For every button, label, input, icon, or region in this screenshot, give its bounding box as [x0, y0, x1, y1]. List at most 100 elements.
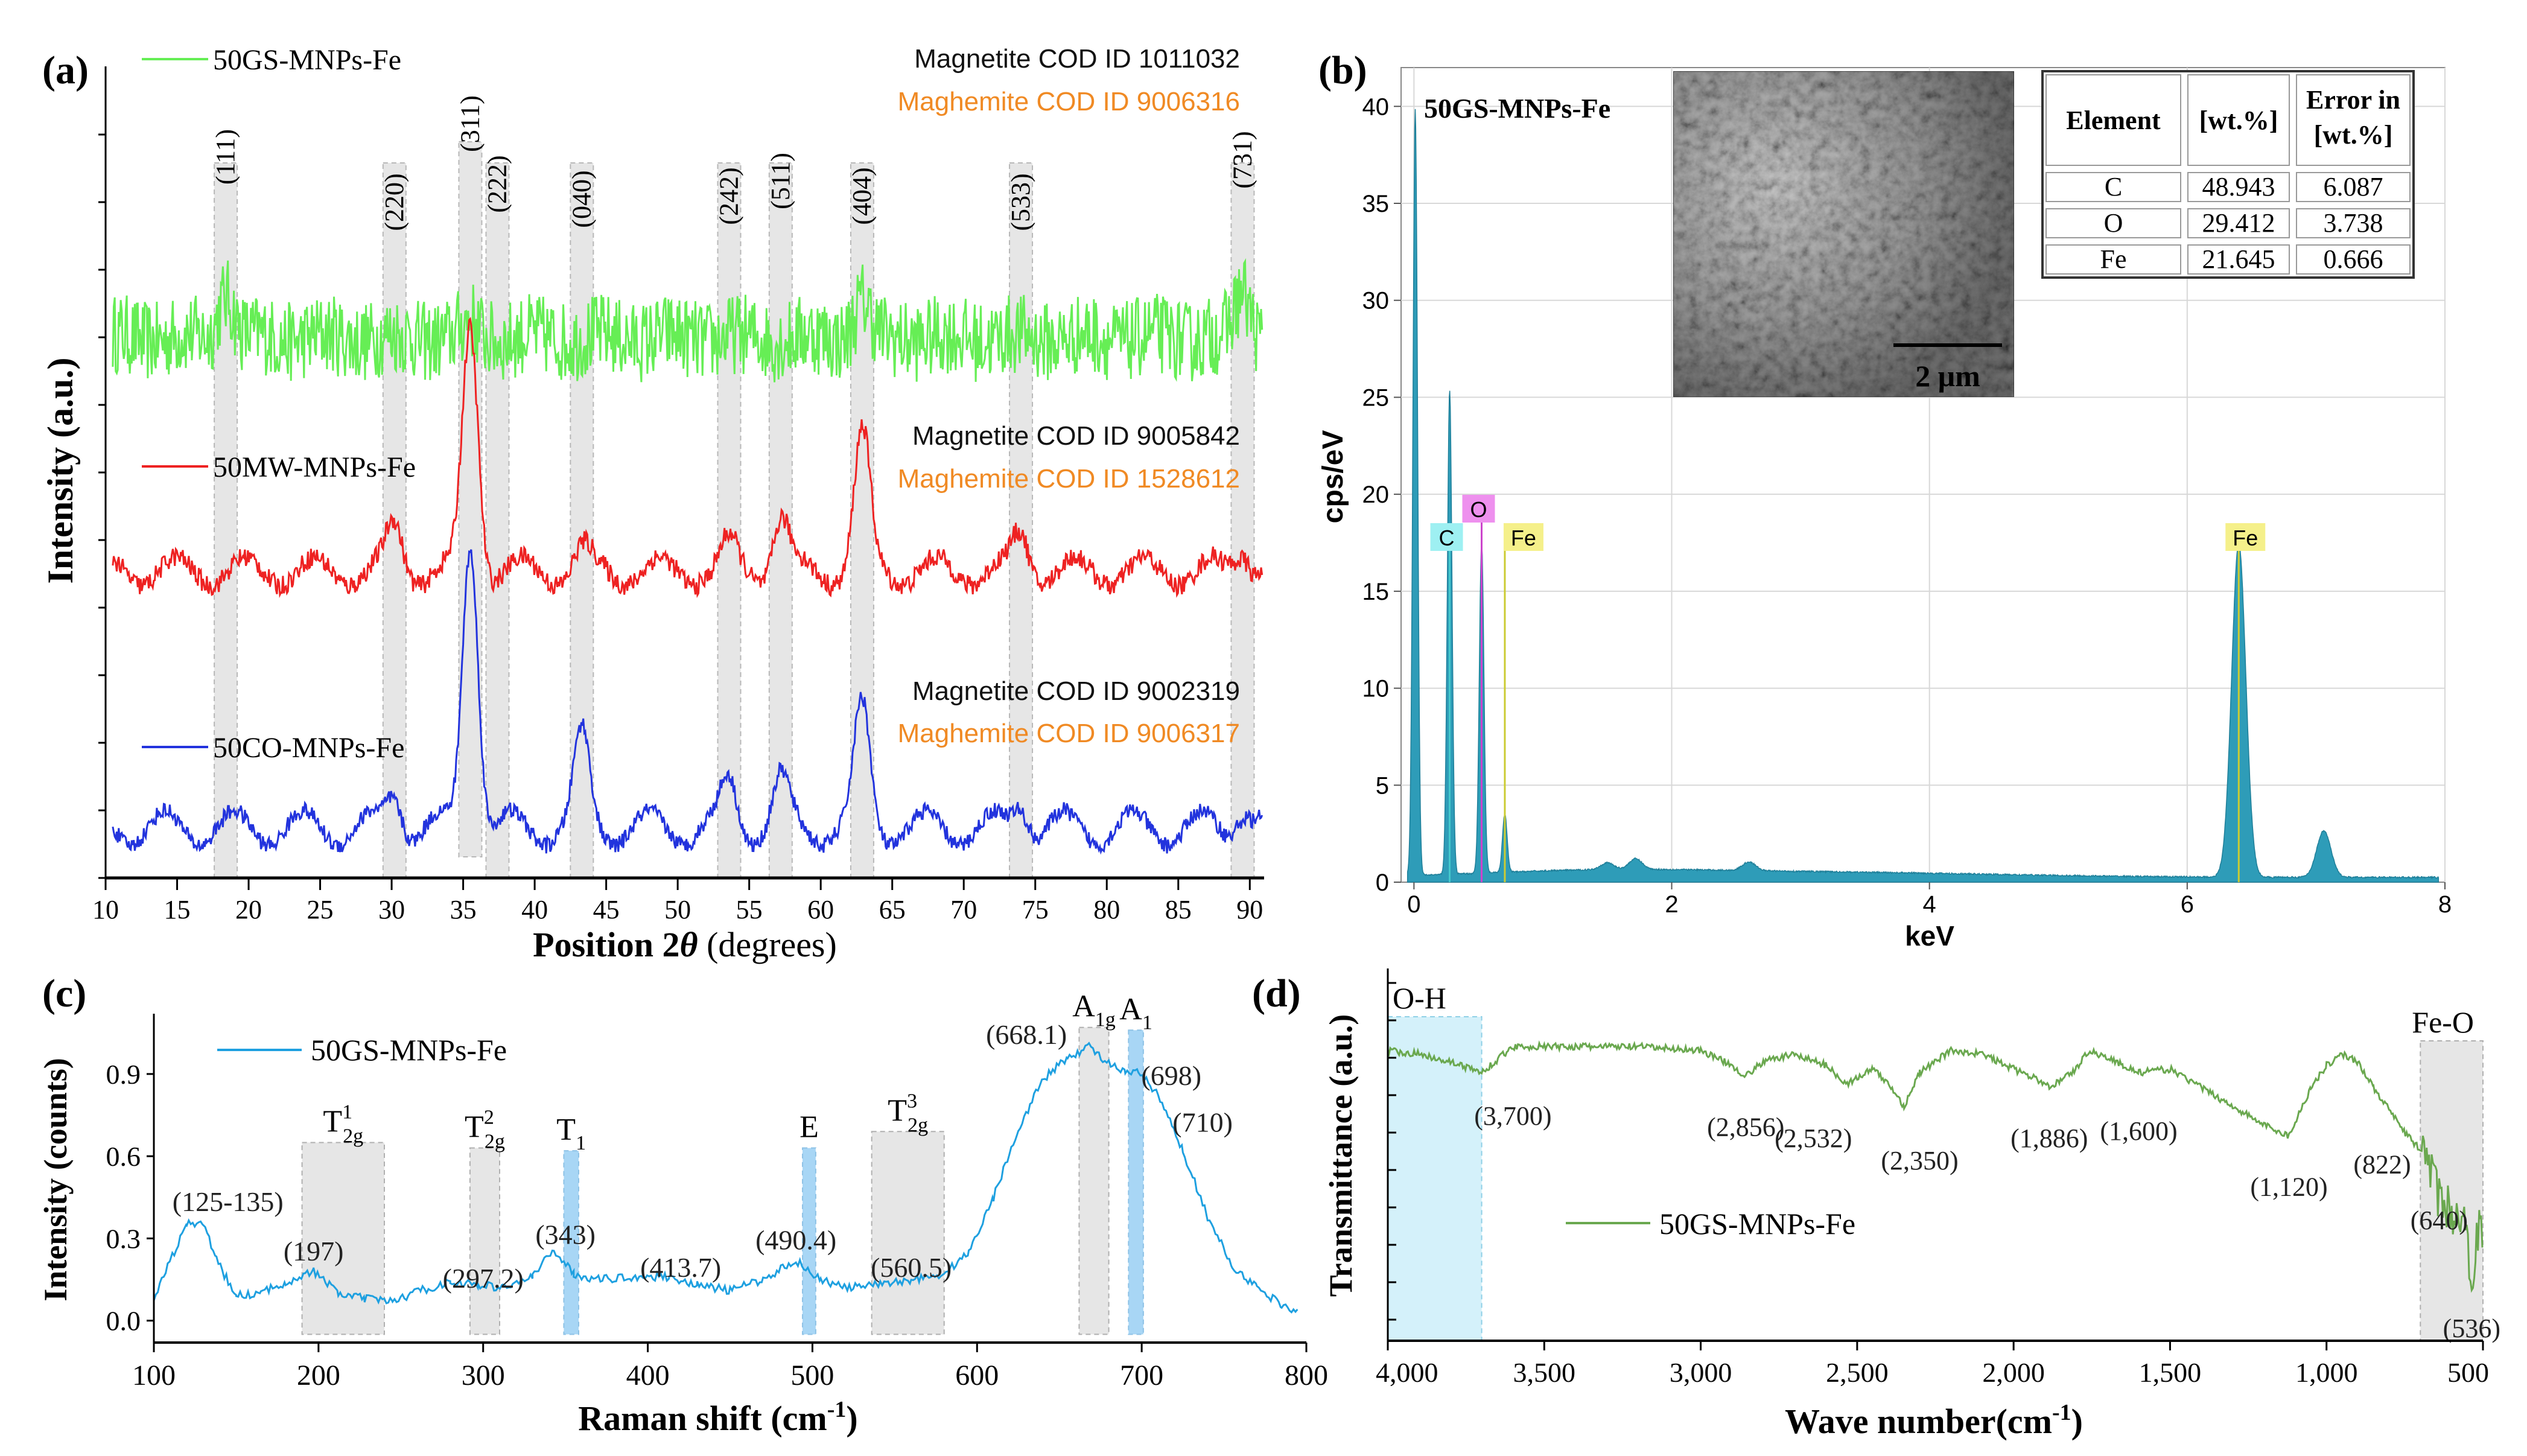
xrd-maghemite-ref: Maghemite COD ID 1528612 — [898, 464, 1240, 494]
ftir-annotation: (1,120) — [2250, 1172, 2327, 1201]
xrd-legends: 50GS-MNPs-Fe Magnetite COD ID 1011032 Magh… — [142, 44, 1240, 764]
element-table: Element [wt.%] Error in [wt.%] C 48.943 6.087 O… — [2041, 70, 2415, 279]
xrd-x-tick-label: 65 — [879, 895, 906, 924]
edx-y-tick-label: 10 — [1362, 676, 1390, 702]
panel-label-d: (d) — [1252, 971, 1301, 1016]
raman-x-tick-label: 100 — [132, 1359, 176, 1391]
xrd-peak-band — [1230, 162, 1255, 879]
element-table-value: 0.666 — [2324, 244, 2383, 274]
raman-band — [802, 1147, 816, 1335]
raman-annotation: (297.2) — [443, 1263, 524, 1294]
edx-y-tick-label: 0 — [1376, 869, 1389, 896]
edx-x-ticks: 0 2 4 6 8 — [1407, 882, 2452, 918]
element-table-value: 29.412 — [2202, 208, 2275, 238]
edx-peak-markers: CO Fe Fe — [1430, 495, 2266, 882]
xrd-x-tick-label: 10 — [92, 895, 119, 924]
raman-bands: T1 2g T2 2g T1 E T3 2g A1g A1 — [301, 990, 1152, 1335]
xrd-peak-label: (111) — [211, 129, 240, 185]
element-table-frame — [2041, 70, 2415, 279]
raman-annotation: (197) — [284, 1236, 344, 1267]
xrd-x-tick-label: 85 — [1165, 895, 1192, 924]
edx-x-tick-label: 8 — [2438, 891, 2452, 918]
xrd-series-line — [112, 258, 1264, 383]
ftir-annotation: (2,856) — [1707, 1113, 1784, 1142]
xrd-x-tick-label: 20 — [235, 895, 262, 924]
xrd-series — [112, 258, 1264, 855]
ftir-y-axis-title: Transmittance (a.u.) — [1323, 1014, 1359, 1297]
element-table-header: Element — [2066, 106, 2161, 135]
xrd-legend-label: 50GS-MNPs-Fe — [213, 44, 401, 76]
raman-y-ticks: 0.0 0.3 0.6 0.9 — [106, 1059, 154, 1337]
edx-x-tick-label: 4 — [1923, 891, 1936, 918]
raman-y-tick-label: 0.0 — [106, 1306, 141, 1337]
edx-peak-tag — [1503, 523, 1543, 551]
raman-annotation: (490.4) — [755, 1225, 836, 1256]
xrd-peak-label: (404) — [847, 167, 877, 224]
ftir-y-ticks — [1388, 982, 1396, 1321]
xrd-y-ticks — [98, 133, 106, 879]
element-table-cell — [2296, 74, 2411, 166]
ftir-annotation: (3,700) — [1474, 1101, 1551, 1131]
element-table-value: C — [2105, 172, 2122, 202]
xrd-peak-label: (040) — [567, 170, 596, 227]
ftir-legend-label: 50GS-MNPs-Fe — [1659, 1207, 1855, 1241]
ftir-region-label: O-H — [1393, 981, 1446, 1015]
element-table-value: 48.943 — [2202, 172, 2275, 202]
edx-peak-label: O — [1470, 497, 1487, 522]
edx-y-tick-label: 15 — [1362, 579, 1390, 605]
edx-peak-tag — [1462, 495, 1495, 523]
raman-annotation: (560.5) — [871, 1252, 952, 1283]
ftir-annotation: (536) — [2443, 1314, 2500, 1343]
element-table-cell — [2296, 208, 2411, 238]
ftir-spectrum — [1387, 1040, 2484, 1293]
ftir-x-tick-label: 500 — [2447, 1357, 2489, 1388]
ftir-x-tick-label: 2,000 — [1982, 1357, 2045, 1388]
raman-x-tick-label: 200 — [297, 1359, 340, 1391]
edx-y-tick-label: 25 — [1362, 384, 1390, 411]
xrd-peak-band — [485, 162, 510, 879]
raman-band — [301, 1142, 386, 1335]
raman-annotation: (343) — [535, 1219, 596, 1250]
ftir-legend: 50GS-MNPs-Fe — [1566, 1207, 1855, 1241]
element-table-value: Fe — [2100, 244, 2127, 274]
ftir-x-tick-label: 1,000 — [2295, 1357, 2358, 1388]
raman-band-label: T1 2g — [323, 1101, 363, 1147]
xrd-legend-label: 50MW-MNPs-Fe — [213, 451, 416, 483]
edx-title: 50GS-MNPs-Fe — [1424, 93, 1610, 124]
raman-y-tick-label: 0.9 — [106, 1059, 141, 1090]
raman-annotation: (125-135) — [173, 1186, 284, 1217]
edx-peak-label: Fe — [2233, 526, 2258, 550]
xrd-series-line — [112, 317, 1264, 599]
raman-x-tick-label: 500 — [790, 1359, 834, 1391]
edx-y-tick-label: 20 — [1362, 482, 1390, 508]
xrd-peak-label: (242) — [714, 167, 743, 224]
raman-y-axis-title: Intensity (counts) — [37, 1058, 74, 1302]
xrd-x-tick-label: 30 — [378, 895, 405, 924]
xrd-peak-label: (311) — [455, 95, 485, 152]
edx-peak-tag — [1430, 523, 1463, 551]
ftir-x-tick-label: 1,500 — [2139, 1357, 2202, 1388]
xrd-maghemite-ref: Maghemite COD ID 9006317 — [898, 719, 1240, 748]
element-table-cell — [2296, 172, 2411, 202]
raman-y-tick-label: 0.6 — [106, 1141, 141, 1172]
edx-x-axis-title: keV — [1905, 920, 1954, 952]
xrd-legend-label: 50CO-MNPs-Fe — [213, 732, 404, 764]
xrd-x-tick-label: 80 — [1093, 895, 1120, 924]
raman-band — [563, 1150, 579, 1335]
xrd-peak-label: (222) — [482, 155, 512, 212]
ftir-annotation: (822) — [2353, 1149, 2411, 1179]
xrd-magnetite-ref: Magnetite COD ID 9002319 — [912, 676, 1240, 706]
xrd-x-tick-label: 60 — [807, 895, 834, 924]
xrd-x-axis-title: Position 2θ (degrees) — [533, 925, 837, 964]
raman-annotation: (698) — [1141, 1060, 1201, 1091]
element-table-cell — [2187, 208, 2290, 238]
raman-x-tick-label: 600 — [955, 1359, 999, 1391]
xrd-peak-label: (731) — [1227, 131, 1257, 188]
edx-y-tick-label: 35 — [1362, 191, 1390, 217]
xrd-peak-band — [214, 162, 238, 879]
edx-x-tick-label: 6 — [2181, 891, 2194, 918]
element-table-cell — [2045, 208, 2181, 238]
raman-annotation: (668.1) — [986, 1019, 1067, 1050]
panel-label-b: (b) — [1318, 48, 1367, 92]
